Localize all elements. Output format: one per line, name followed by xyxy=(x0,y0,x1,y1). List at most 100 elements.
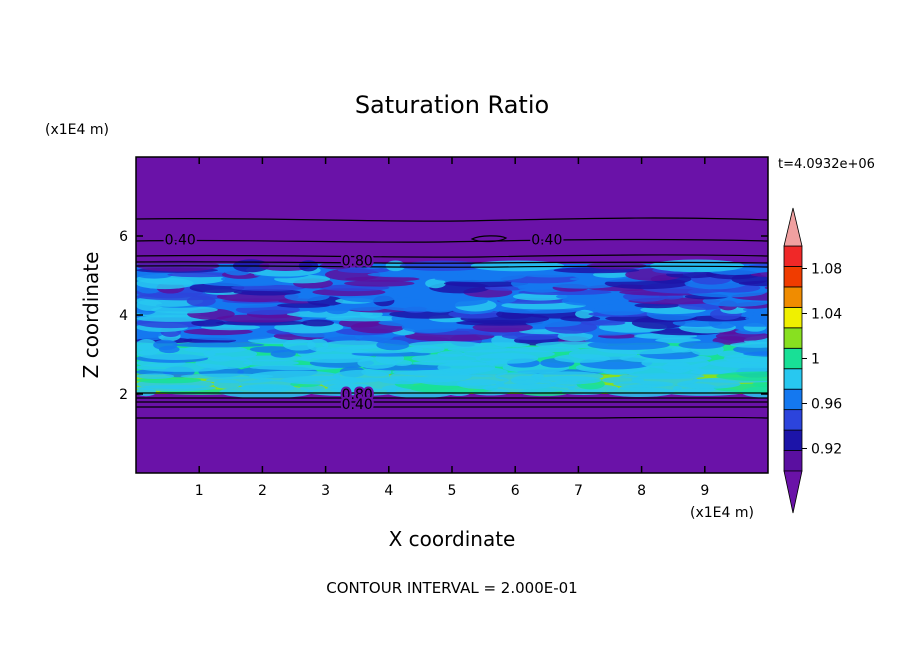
texture-streak-161 xyxy=(764,286,768,290)
texture-streak-288 xyxy=(171,342,265,348)
texture-streak-87 xyxy=(151,306,218,314)
texture-streak-89 xyxy=(307,306,328,313)
texture-streak-240 xyxy=(243,359,299,367)
contour-line-lower-5 xyxy=(136,416,768,419)
texture-streak-275 xyxy=(249,346,293,353)
colorbar-over-triangle xyxy=(783,207,803,247)
texture-streak-209 xyxy=(319,262,353,270)
contour-interval-footer: CONTOUR INTERVAL = 2.000E-01 xyxy=(326,579,577,597)
contour-lines xyxy=(136,217,768,419)
texture-streak-266 xyxy=(437,350,466,357)
texture-streak-293 xyxy=(408,341,483,349)
contour-label-4: 0.40 xyxy=(342,397,373,413)
contour-label-1: 0.40 xyxy=(531,233,562,249)
colorbar-swatch-10 xyxy=(783,245,803,267)
texture-streak-166 xyxy=(425,278,446,289)
texture-streak-102 xyxy=(203,302,278,308)
texture-streak-287 xyxy=(153,339,178,351)
y-axis-label: Z coordinate xyxy=(79,252,103,379)
contour-labels: 0.40 0.400.800.800.40 xyxy=(163,231,565,415)
x-axis-ticks: 1 2 3 4 5 6 7 8 9 xyxy=(195,157,709,499)
texture-streak-347 xyxy=(249,370,341,382)
x-tick-label-3: 4 xyxy=(384,483,393,499)
contour-plot-area: 0.40 0.400.800.800.40 xyxy=(135,156,769,474)
colorbar-swatch-9 xyxy=(783,266,803,288)
texture-streak-345 xyxy=(136,373,175,379)
colorbar-swatch-8 xyxy=(783,286,803,308)
x-tick-label-1: 2 xyxy=(258,483,267,499)
colorbar-label-2: 1 xyxy=(811,352,820,368)
texture-streak-297 xyxy=(678,340,725,349)
colorbar-swatch-4 xyxy=(783,368,803,390)
texture-streak-286 xyxy=(136,339,157,351)
texture-streak-50 xyxy=(191,319,226,327)
texture-streak-75 xyxy=(286,310,374,318)
texture-streak-134 xyxy=(593,292,624,301)
colorbar: 0.92 0.96 1 1.04 1.08 xyxy=(783,207,842,514)
colorbar-label-1: 0.96 xyxy=(811,397,842,413)
texture-streak-350 xyxy=(495,372,545,381)
texture-streak-81 xyxy=(575,309,595,319)
texture-layer xyxy=(136,259,768,399)
x-tick-label-2: 3 xyxy=(321,483,330,499)
texture-streak-57 xyxy=(581,320,626,326)
texture-streak-334 xyxy=(752,381,768,388)
contour-line-upper-3 xyxy=(136,254,768,258)
chart-title: Saturation Ratio xyxy=(355,91,549,119)
colorbar-swatch-2 xyxy=(783,409,803,431)
x-tick-label-6: 7 xyxy=(574,483,583,499)
texture-streak-294 xyxy=(473,342,530,348)
texture-streak-298 xyxy=(730,341,768,348)
x-tick-label-8: 9 xyxy=(700,483,709,499)
colorbar-label-0: 0.92 xyxy=(811,442,842,458)
y-tick-label-1: 4 xyxy=(119,308,128,324)
colorbar-swatch-3 xyxy=(783,388,803,411)
texture-streak-348 xyxy=(333,369,390,383)
texture-streak-290 xyxy=(307,338,329,352)
x-tick-label-4: 5 xyxy=(448,483,457,499)
texture-streak-291 xyxy=(322,340,386,350)
texture-streak-289 xyxy=(282,339,316,351)
contour-line-upper-4 xyxy=(136,261,768,264)
x-axis-label: X coordinate xyxy=(389,527,516,551)
texture-streak-292 xyxy=(376,339,410,351)
x-tick-label-5: 6 xyxy=(511,483,520,499)
y-tick-label-2: 6 xyxy=(119,229,128,245)
texture-streak-256 xyxy=(411,354,482,363)
contour-line-upper-5 xyxy=(136,265,768,268)
texture-streak-52 xyxy=(301,319,335,327)
colorbar-swatch-7 xyxy=(783,306,803,329)
y-tick-label-0: 2 xyxy=(119,387,128,403)
contour-label-0: 0.40 xyxy=(165,233,196,249)
contour-line-upper-1 xyxy=(136,217,768,222)
colorbar-swatch-5 xyxy=(783,347,803,370)
y-unit-label: (x1E4 m) xyxy=(45,122,109,138)
x-tick-label-0: 1 xyxy=(195,483,204,499)
colorbar-swatch-6 xyxy=(783,327,803,349)
band-4 xyxy=(136,157,768,264)
x-tick-label-7: 8 xyxy=(637,483,646,499)
colorbar-label-3: 1.04 xyxy=(811,307,842,323)
contour-label-2: 0.80 xyxy=(342,254,373,270)
texture-streak-353 xyxy=(716,371,768,381)
colorbar-swatch-0 xyxy=(783,450,803,472)
band-0 xyxy=(136,394,768,473)
texture-streak-165 xyxy=(344,280,415,287)
texture-streak-296 xyxy=(587,339,670,350)
texture-streak-352 xyxy=(619,373,705,380)
colorbar-under-triangle xyxy=(783,470,803,514)
contour-label-3: 0.80 xyxy=(342,387,373,403)
texture-streak-274 xyxy=(182,345,247,353)
colorbar-label-4: 1.08 xyxy=(811,262,842,278)
x-unit-label: (x1E4 m) xyxy=(690,505,754,521)
contour-line-upper-2 xyxy=(136,238,768,243)
contour-closed-loop xyxy=(470,235,508,243)
texture-streak-351 xyxy=(531,371,604,382)
texture-streak-151 xyxy=(231,284,306,291)
y-axis-ticks: 2 4 6 xyxy=(119,229,768,403)
texture-streak-349 xyxy=(389,369,472,383)
texture-streak-184 xyxy=(167,272,234,278)
time-label: t=4.0932e+06 xyxy=(778,157,875,172)
texture-streak-346 xyxy=(180,373,274,379)
